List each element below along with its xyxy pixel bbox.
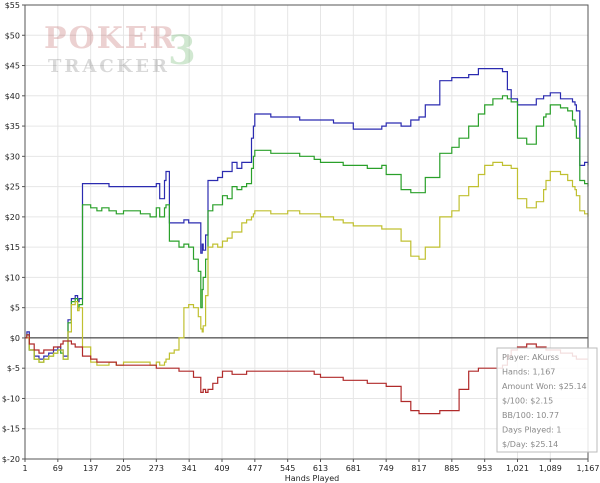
- watermark-word-tracker: TRACKER: [48, 56, 170, 77]
- y-tick-label: $-15: [2, 425, 20, 434]
- x-tick-label: 953: [477, 464, 492, 473]
- x-tick-label: 205: [116, 464, 131, 473]
- watermark-word-poker: POKER: [44, 21, 177, 56]
- player-stats-box: Player: AKurss Hands: 1,167 Amount Won: …: [496, 347, 598, 453]
- y-tick-label: $5: [10, 304, 20, 313]
- y-tick-label: $40: [5, 92, 20, 101]
- x-tick-label: 341: [182, 464, 197, 473]
- x-tick-label: 137: [83, 464, 98, 473]
- y-tick-label: $25: [5, 183, 20, 192]
- x-tick-label: 1: [22, 464, 27, 473]
- x-tick-label: 1,089: [539, 464, 562, 473]
- series-line-blue: [25, 68, 589, 360]
- stats-dollars-per-day: $/Day: $25.14: [502, 440, 558, 449]
- x-tick-label: 545: [280, 464, 295, 473]
- y-tick-label: $20: [5, 213, 20, 222]
- x-tick-label: 885: [444, 464, 459, 473]
- y-tick-label: $0: [10, 334, 20, 343]
- y-tick-label: $-10: [2, 394, 20, 403]
- x-tick-label: 817: [411, 464, 426, 473]
- x-axis-ticks: 1 69 137 205 273 341 409 477 545 613 681 749 817 885 9…: [22, 459, 599, 473]
- x-tick-label: 681: [346, 464, 361, 473]
- series-layer: [25, 68, 589, 415]
- y-axis-ticks: $-20 $-15 $-10 $-5 $0 $5 $10 $15 $20 $25 $30 $35 $40…: [2, 1, 25, 464]
- stats-hands: Hands: 1,167: [502, 368, 555, 377]
- x-tick-label: 749: [379, 464, 394, 473]
- y-tick-label: $10: [5, 273, 20, 282]
- x-axis-title: Hands Played: [285, 474, 339, 483]
- x-tick-label: 1,167: [577, 464, 600, 473]
- stats-dollars-per-100: $/100: $2.15: [502, 397, 553, 406]
- y-tick-label: $-20: [2, 455, 20, 464]
- x-tick-label: 1,021: [506, 464, 529, 473]
- x-tick-label: 613: [313, 464, 328, 473]
- y-tick-label: $50: [5, 31, 20, 40]
- y-tick-label: $15: [5, 243, 20, 252]
- y-tick-label: $-5: [7, 364, 20, 373]
- series-line-yellow: [25, 161, 589, 366]
- x-tick-label: 477: [247, 464, 262, 473]
- y-tick-label: $30: [5, 152, 20, 161]
- stats-box-frame: [496, 347, 598, 453]
- y-tick-label: $55: [5, 1, 20, 10]
- stats-days-played: Days Played: 1: [502, 426, 562, 435]
- x-tick-label: 409: [214, 464, 229, 473]
- stats-bb-per-100: BB/100: 10.77: [502, 411, 559, 420]
- y-tick-label: $35: [5, 122, 20, 131]
- x-tick-label: 273: [149, 464, 164, 473]
- series-line-green: [25, 95, 589, 363]
- pokertracker-watermark: POKER TRACKER 3: [44, 21, 196, 77]
- stats-player: Player: AKurss: [502, 353, 559, 362]
- watermark-number: 3: [168, 27, 196, 74]
- y-tick-label: $45: [5, 62, 20, 71]
- x-tick-label: 69: [53, 464, 63, 473]
- plot-frame: [24, 4, 589, 460]
- stats-amount-won: Amount Won: $25.14: [502, 382, 587, 391]
